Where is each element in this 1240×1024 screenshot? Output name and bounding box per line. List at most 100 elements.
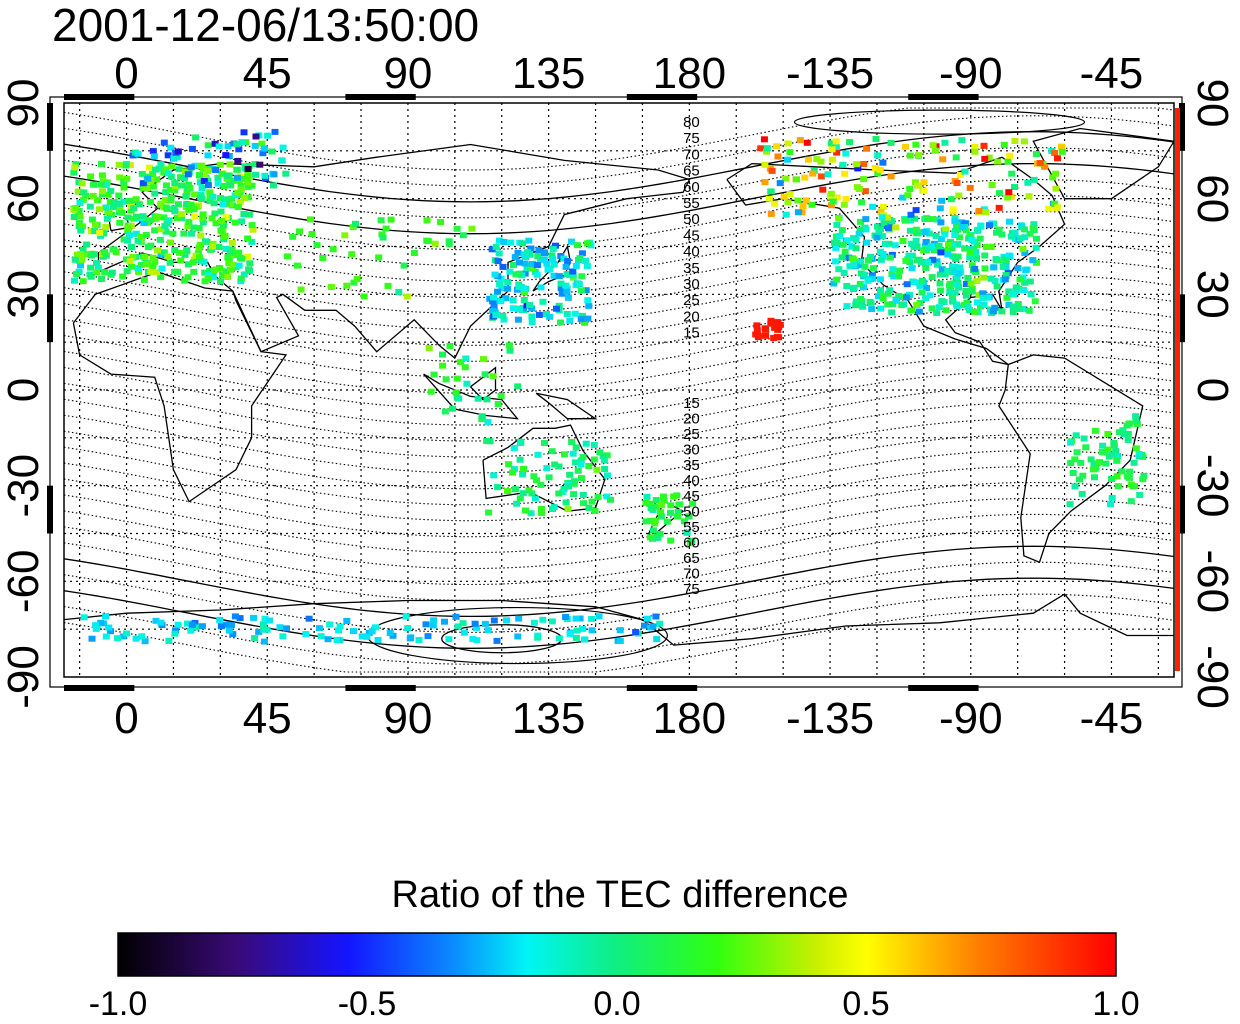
tec-point — [914, 230, 922, 237]
tec-point — [177, 211, 185, 218]
tec-point — [184, 223, 192, 230]
tec-point — [105, 209, 113, 216]
tec-point — [767, 188, 775, 195]
tec-point — [167, 144, 175, 151]
tec-point — [343, 282, 351, 289]
tec-point — [71, 256, 79, 263]
tec-point — [565, 294, 572, 301]
tec-point — [144, 244, 152, 251]
tec-point — [937, 249, 945, 256]
tec-point — [911, 215, 919, 222]
tec-point — [557, 319, 564, 326]
axis-tick-labels: 0045459090135135180180-135-135-90-90-45-… — [0, 49, 1237, 743]
tec-point — [1029, 257, 1037, 264]
tec-point — [533, 262, 541, 269]
tec-point — [118, 209, 126, 216]
tec-point — [651, 517, 659, 524]
tec-point — [220, 183, 228, 189]
tec-point — [260, 638, 268, 645]
tec-point — [235, 146, 243, 153]
tec-point — [1014, 265, 1022, 271]
tec-point — [874, 152, 882, 159]
tec-point — [938, 197, 946, 204]
tec-point — [75, 220, 83, 227]
tec-point — [913, 302, 921, 308]
tec-point — [555, 490, 563, 497]
tec-point — [1133, 421, 1141, 427]
tec-point — [931, 147, 939, 154]
tec-point — [649, 527, 657, 534]
tec-point — [102, 223, 110, 230]
tec-point — [840, 201, 848, 208]
lon-tick-label-top: 90 — [383, 49, 432, 98]
tec-point — [87, 173, 95, 180]
mag-contour — [64, 529, 1174, 602]
tec-point — [430, 371, 438, 378]
tec-point — [498, 285, 506, 292]
mag-contour — [64, 274, 1174, 346]
tec-point — [1139, 453, 1147, 460]
contour-label: 20 — [683, 308, 700, 325]
tec-point — [126, 258, 134, 264]
tec-point — [977, 222, 985, 229]
tec-point — [528, 305, 536, 312]
tec-point — [348, 251, 356, 258]
tec-point — [76, 213, 84, 220]
lon-tick-label-top: 0 — [114, 49, 138, 98]
mag-contour — [64, 434, 1174, 506]
tec-point — [336, 623, 344, 630]
tec-point — [872, 136, 880, 142]
tec-point — [827, 190, 835, 197]
tec-point — [1125, 421, 1133, 428]
tec-point — [216, 195, 224, 202]
tec-point — [798, 209, 806, 216]
tec-point — [437, 219, 444, 225]
tec-point — [153, 269, 161, 276]
tec-point — [998, 231, 1006, 238]
tec-point — [912, 226, 920, 233]
tec-point — [185, 181, 193, 188]
coastline — [1032, 127, 1174, 200]
tec-point — [91, 251, 98, 258]
tec-point — [855, 186, 863, 192]
tec-point — [204, 142, 212, 149]
mag-contour — [64, 402, 1174, 474]
tec-point — [379, 234, 387, 241]
tec-point — [125, 197, 133, 204]
tec-point — [76, 200, 84, 206]
tec-point — [1021, 249, 1029, 256]
tec-point — [234, 189, 242, 196]
tec-point — [886, 254, 894, 261]
tec-point — [600, 457, 608, 464]
tec-point — [495, 250, 503, 257]
tec-point — [484, 627, 492, 634]
tec-point — [245, 162, 253, 169]
tec-point — [181, 175, 189, 182]
tec-point — [591, 508, 599, 514]
tec-point — [770, 335, 778, 341]
tec-point — [116, 174, 124, 181]
tec-point — [157, 200, 165, 207]
tec-point — [1110, 442, 1118, 449]
tec-point — [218, 218, 226, 225]
tec-point — [514, 383, 522, 390]
contour-label: 70 — [683, 566, 700, 583]
tec-point — [569, 272, 577, 279]
tec-point — [877, 256, 885, 263]
lat-tick-label-left: 60 — [0, 174, 48, 223]
tec-point — [985, 154, 993, 161]
tec-point — [167, 186, 175, 193]
tec-point — [135, 201, 143, 208]
tec-point — [922, 295, 930, 302]
tec-point — [489, 373, 497, 380]
tec-point — [441, 408, 449, 415]
tec-point — [120, 184, 128, 191]
tec-point — [509, 305, 517, 312]
tec-point — [141, 184, 149, 191]
tec-point — [251, 635, 259, 642]
tec-point — [119, 273, 127, 280]
tec-point — [343, 618, 351, 624]
tec-point — [980, 142, 988, 149]
tec-point — [546, 313, 554, 320]
tec-point — [888, 309, 896, 316]
